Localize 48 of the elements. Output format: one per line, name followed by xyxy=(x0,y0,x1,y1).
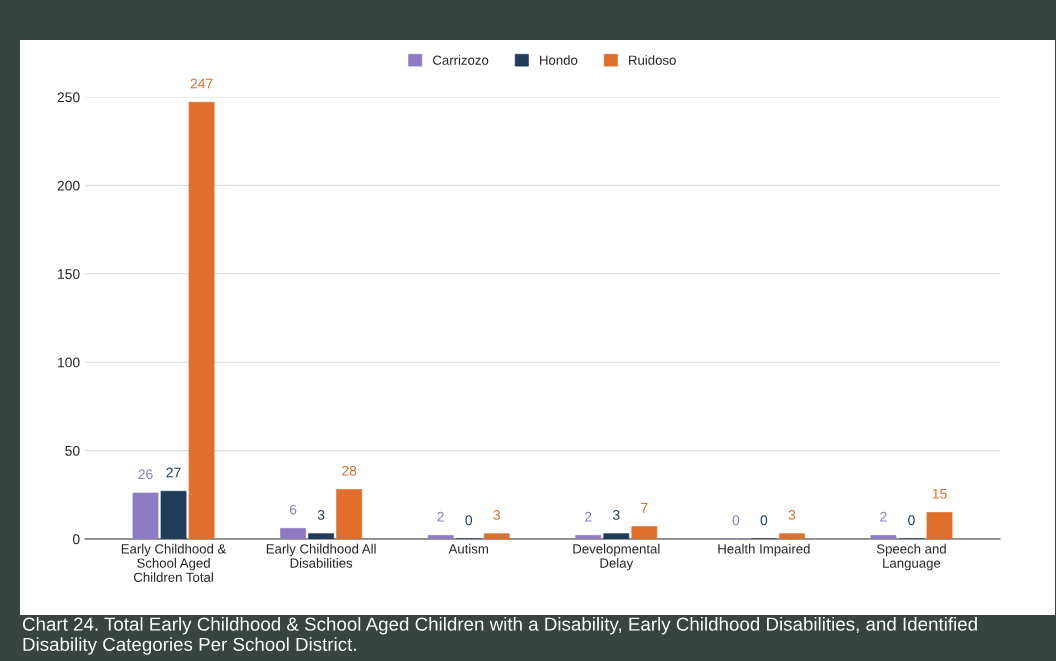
x-tick-label: Early Childhood & School Aged Children Total xyxy=(121,543,227,582)
bar xyxy=(336,489,363,539)
y-tick-label: 200 xyxy=(57,180,80,191)
bar xyxy=(160,490,187,539)
x-tick-label: Early Childhood All Disabilities xyxy=(266,543,376,568)
bar xyxy=(631,526,658,539)
y-tick-label: 250 xyxy=(57,92,80,103)
data-label: 2 xyxy=(880,511,887,522)
bar xyxy=(575,535,602,539)
x-tick-label: Speech and Language xyxy=(876,543,946,571)
data-label: 0 xyxy=(465,515,473,526)
bar xyxy=(483,533,510,539)
data-label: 26 xyxy=(138,469,153,480)
bar xyxy=(870,535,897,539)
y-tick-label: 0 xyxy=(72,534,80,545)
data-label: 3 xyxy=(788,510,796,520)
x-tick-label: Autism xyxy=(448,543,488,554)
data-label: 2 xyxy=(585,511,592,522)
bar xyxy=(132,492,159,539)
bar xyxy=(427,535,454,539)
bar xyxy=(603,533,630,539)
y-tick-label: 100 xyxy=(58,357,80,368)
bar xyxy=(926,512,953,539)
bar xyxy=(188,101,215,539)
legend-label: Ruidoso xyxy=(629,55,676,65)
caption: Chart 24. Total Early Childhood & School Aged Children with a Disability, Early Childhood Disabilities, and Identified Disability Categories Per School District. xyxy=(22,617,977,655)
legend-label: Carrizozo xyxy=(433,55,489,65)
data-label: 0 xyxy=(732,515,740,526)
data-label: 2 xyxy=(437,511,444,522)
x-tick-label: Health Impaired xyxy=(718,543,810,557)
data-label: 0 xyxy=(760,515,768,526)
x-tick-label: Developmental Delay xyxy=(573,543,660,571)
y-tick-label: 50 xyxy=(65,445,80,456)
data-label: 6 xyxy=(289,504,297,515)
legend-label: Hondo xyxy=(540,55,578,65)
data-label: 3 xyxy=(317,510,325,520)
data-label: 28 xyxy=(342,465,357,476)
bar xyxy=(308,533,335,539)
data-label: 3 xyxy=(612,510,620,520)
data-label: 0 xyxy=(908,515,915,526)
bar xyxy=(280,528,306,539)
data-label: 247 xyxy=(190,78,213,89)
data-label: 27 xyxy=(166,467,181,478)
data-label: 7 xyxy=(641,503,648,513)
y-tick-label: 150 xyxy=(58,269,80,279)
data-label: 15 xyxy=(932,488,947,499)
bar xyxy=(779,533,805,539)
data-label: 3 xyxy=(493,510,500,520)
